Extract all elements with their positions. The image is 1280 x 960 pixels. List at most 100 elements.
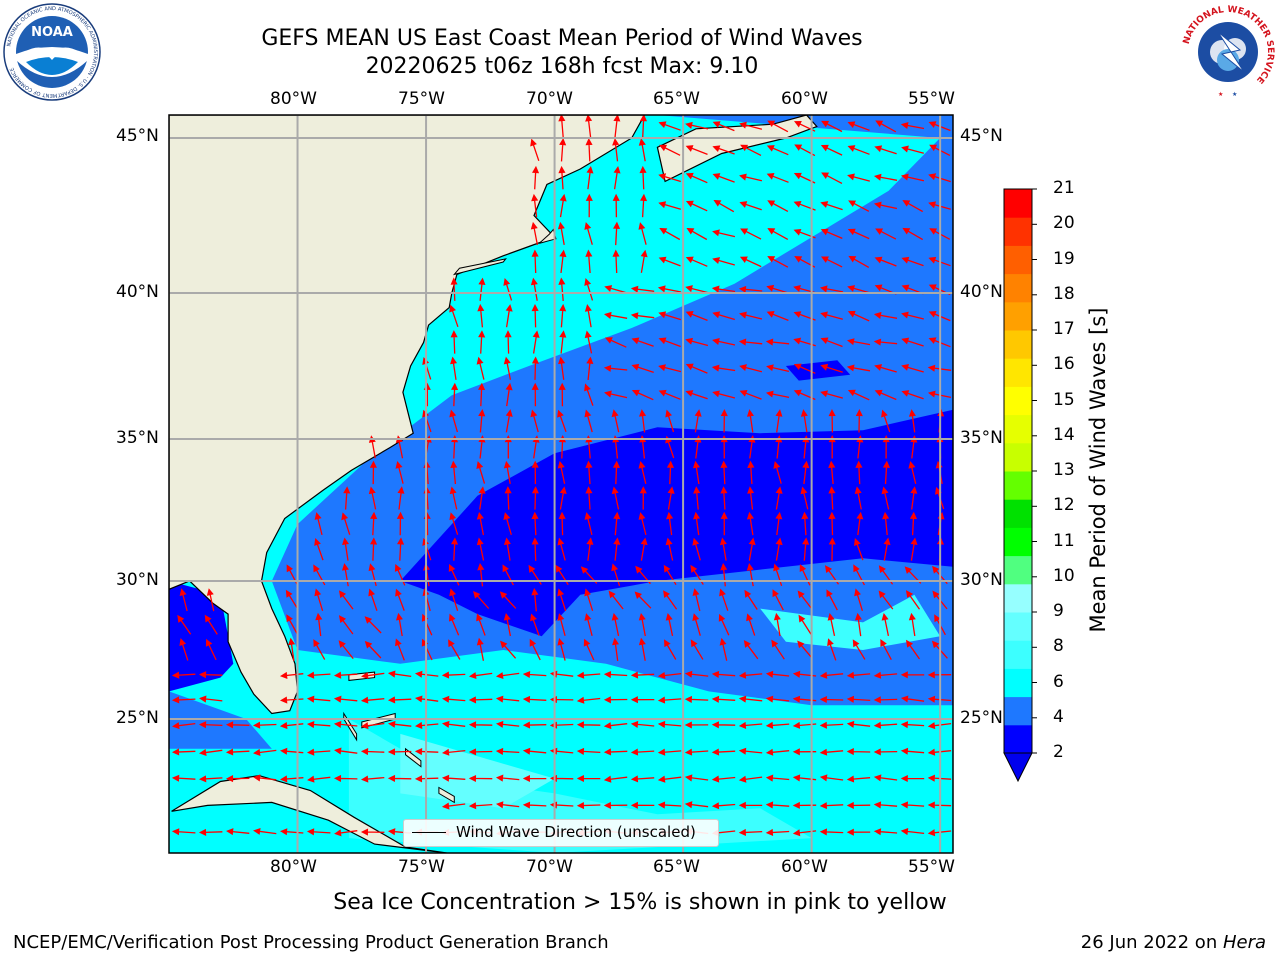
lat-label-left: 45°N: [116, 126, 159, 146]
wind-wave-arrow: [558, 165, 566, 190]
wind-wave-arrow: [882, 460, 891, 485]
lon-label-top: 80°W: [270, 89, 317, 109]
wind-wave-arrow: [659, 144, 681, 156]
wind-wave-arrow: [712, 145, 735, 155]
wind-wave-arrow: [905, 590, 921, 610]
wind-wave-arrow: [530, 613, 540, 636]
wind-wave-arrow: [603, 801, 628, 809]
wind-wave-arrow: [583, 638, 595, 661]
wind-wave-arrow: [738, 775, 763, 783]
wind-wave-arrow: [685, 145, 708, 156]
lat-label-right: 30°N: [960, 570, 1003, 590]
wind-wave-arrow: [631, 389, 654, 401]
wind-wave-arrow: [738, 801, 763, 809]
colorbar-swatch: [1004, 245, 1032, 275]
wind-wave-arrow: [199, 695, 223, 703]
wind-wave-arrow: [820, 285, 844, 293]
wind-wave-arrow: [559, 137, 567, 162]
wind-wave-arrow: [613, 221, 621, 246]
wind-wave-arrow: [720, 486, 728, 510]
wind-wave-arrow: [557, 537, 566, 561]
colorbar-swatch: [1004, 386, 1032, 416]
colorbar-extend-arrow: [1003, 752, 1033, 783]
wind-wave-arrow: [576, 802, 601, 810]
wind-wave-arrow: [314, 512, 323, 536]
wind-wave-arrow: [530, 138, 540, 162]
colorbar-swatch: [1004, 555, 1032, 585]
wind-wave-arrow: [576, 671, 601, 679]
wind-wave-arrow: [612, 138, 620, 162]
wind-wave-arrow: [585, 486, 593, 510]
lat-label-right: 25°N: [960, 708, 1003, 728]
wind-wave-arrow: [558, 511, 566, 536]
wind-wave-arrow: [738, 828, 763, 837]
wind-wave-arrow: [800, 409, 808, 433]
wind-wave-arrow: [847, 285, 870, 294]
wind-wave-arrow: [334, 747, 358, 755]
wind-wave-arrow: [819, 774, 844, 782]
wind-wave-arrow: [368, 563, 377, 587]
wind-wave-arrow: [900, 121, 925, 130]
wind-wave-arrow: [873, 721, 898, 729]
wind-wave-arrow: [711, 721, 736, 729]
wind-wave-arrow: [685, 363, 708, 374]
wind-wave-arrow: [881, 409, 891, 433]
wind-wave-arrow: [611, 612, 620, 637]
lat-label-left: 40°N: [116, 282, 159, 302]
wind-wave-arrow: [530, 409, 539, 433]
wind-wave-arrow: [900, 695, 925, 703]
svg-text:★: ★: [1232, 91, 1237, 98]
wind-wave-arrow: [692, 613, 701, 636]
wind-wave-arrow: [584, 512, 593, 536]
wind-wave-arrow: [505, 382, 513, 407]
wind-wave-arrow: [908, 612, 916, 637]
wind-wave-arrow: [640, 193, 648, 218]
wind-wave-arrow: [468, 802, 493, 810]
wind-wave-arrow: [854, 612, 862, 637]
wind-wave-arrow: [559, 303, 567, 328]
wind-wave-arrow: [450, 460, 458, 485]
wind-wave-arrow: [765, 390, 790, 399]
wind-wave-arrow: [288, 637, 296, 661]
wind-wave-arrow: [639, 165, 647, 190]
wind-wave-arrow: [854, 538, 864, 561]
wind-wave-arrow: [495, 774, 520, 782]
wind-wave-arrow: [746, 511, 754, 536]
wind-wave-arrow: [873, 696, 898, 704]
wind-wave-arrow: [658, 173, 681, 183]
wind-wave-arrow: [503, 612, 512, 637]
wind-wave-arrow: [848, 200, 870, 212]
wind-wave-arrow: [657, 720, 682, 729]
wind-wave-arrow: [279, 696, 304, 704]
wind-wave-arrow: [767, 228, 789, 240]
wind-wave-arrow: [802, 537, 810, 561]
wind-wave-arrow: [338, 590, 354, 610]
wind-wave-arrow: [873, 173, 898, 181]
wind-wave-arrow: [531, 511, 539, 536]
wind-wave-arrow: [684, 748, 709, 756]
wind-wave-arrow: [828, 460, 836, 485]
wind-wave-arrow: [901, 311, 924, 320]
wind-wave-arrow: [450, 277, 458, 301]
wind-wave-arrow: [874, 389, 897, 401]
wind-wave-arrow: [449, 409, 459, 433]
colorbar-tick-label: 4: [1053, 706, 1064, 727]
wind-wave-arrow: [279, 721, 304, 730]
colorbar-tick-label: 18: [1053, 283, 1075, 304]
wind-wave-arrow: [718, 613, 730, 636]
wind-wave-arrow: [900, 774, 925, 783]
wind-wave-arrow: [828, 409, 836, 433]
colorbar-tick-label: 10: [1053, 565, 1075, 586]
wind-wave-arrow: [801, 511, 809, 536]
wind-wave-arrow: [827, 638, 837, 661]
wind-wave-arrow: [450, 330, 458, 354]
wind-wave-arrow: [604, 337, 627, 348]
wind-wave-arrow: [875, 120, 897, 133]
wind-wave-arrow: [360, 696, 385, 704]
wind-wave-arrow: [387, 774, 412, 782]
wind-wave-arrow: [900, 721, 925, 729]
wind-wave-arrow: [658, 256, 681, 267]
wind-wave-arrow: [739, 311, 763, 320]
colorbar-swatch: [1004, 442, 1032, 472]
